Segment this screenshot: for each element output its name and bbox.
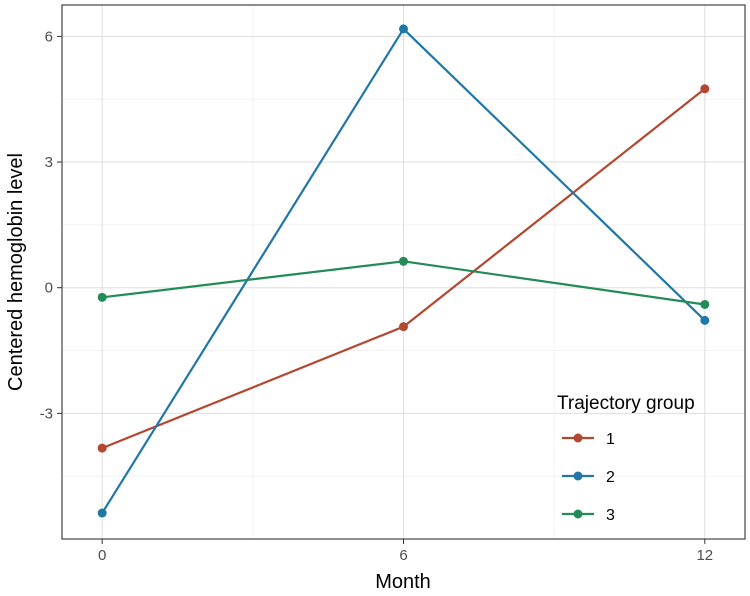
data-point-3 (97, 292, 107, 302)
x-tick-label: 0 (98, 547, 106, 564)
data-point-2 (399, 24, 408, 34)
legend-key-point-1 (573, 433, 583, 443)
legend-label-3: 3 (606, 507, 615, 524)
legend-key-point-2 (573, 471, 583, 481)
x-axis-title: Month (375, 571, 431, 593)
series-points (97, 24, 710, 518)
data-point-3 (700, 299, 710, 309)
y-axis-title: Centered hemoglobin level (5, 153, 27, 391)
data-point-2 (700, 315, 710, 325)
x-tick-label: 12 (696, 547, 713, 564)
data-point-1 (399, 322, 408, 332)
legend: Trajectory group 1 2 3 (557, 393, 695, 524)
data-point-1 (700, 84, 710, 94)
y-tick-label: -3 (40, 405, 53, 422)
y-tick-label: 0 (45, 280, 53, 297)
y-tick-label: 6 (45, 28, 53, 45)
legend-key-point-3 (573, 509, 583, 519)
y-tick-label: 3 (45, 154, 53, 171)
legend-label-1: 1 (606, 431, 615, 448)
data-point-2 (97, 508, 107, 518)
x-tick-label: 6 (399, 547, 407, 564)
data-point-1 (97, 443, 107, 453)
legend-label-2: 2 (606, 469, 615, 486)
legend-title: Trajectory group (557, 393, 695, 414)
data-point-3 (399, 256, 408, 266)
